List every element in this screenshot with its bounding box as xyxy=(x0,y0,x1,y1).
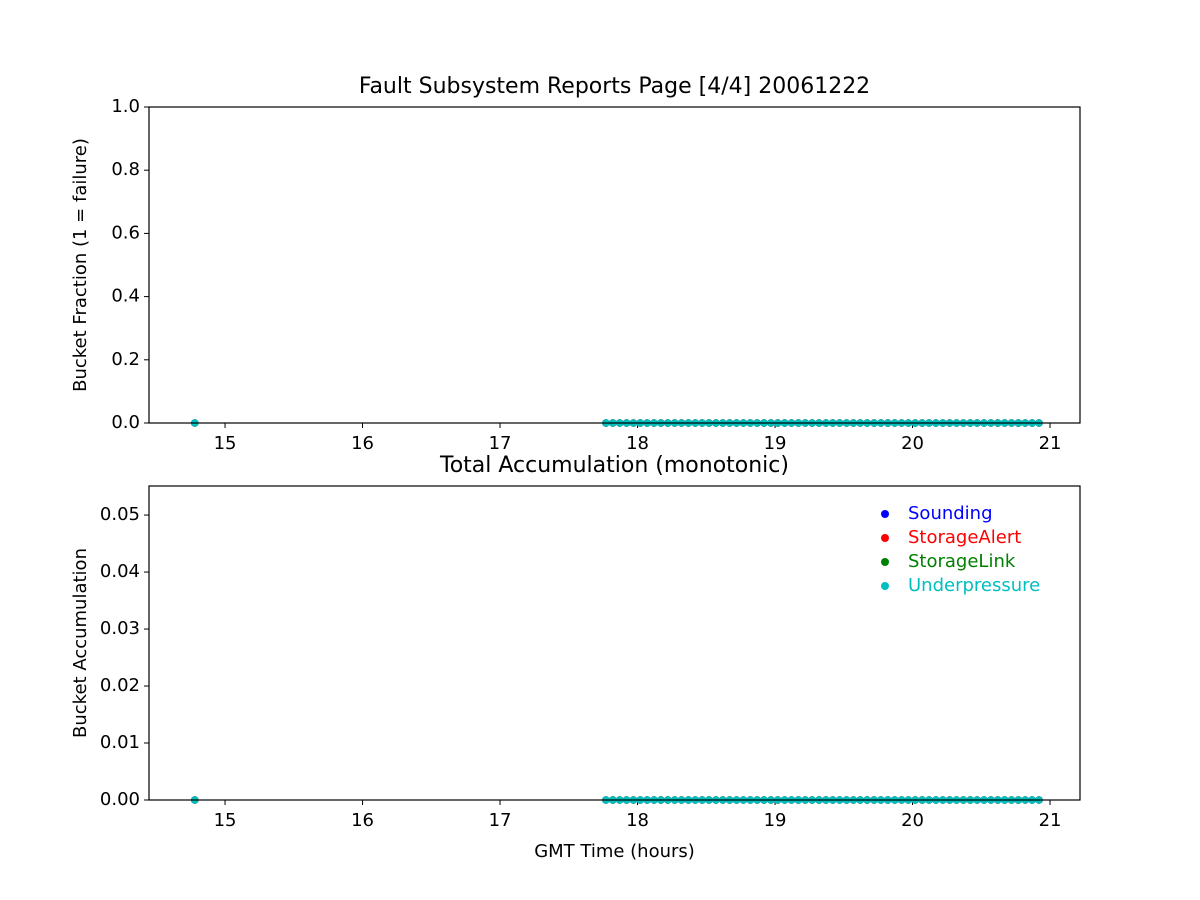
legend-marker xyxy=(881,534,889,542)
chart-title: Total Accumulation (monotonic) xyxy=(439,453,789,478)
legend-marker xyxy=(881,510,889,518)
x-tick-label: 18 xyxy=(626,810,649,831)
plot-frame xyxy=(148,106,1081,424)
x-tick-label: 20 xyxy=(901,810,924,831)
legend-label: Sounding xyxy=(908,503,993,524)
y-tick-label: 0.4 xyxy=(111,286,140,307)
x-tick-label: 15 xyxy=(214,433,237,454)
x-tick-label: 16 xyxy=(351,810,374,831)
x-tick-label: 17 xyxy=(489,810,512,831)
y-tick-label: 0.01 xyxy=(100,732,140,753)
x-tick-label: 21 xyxy=(1039,433,1062,454)
y-tick-label: 0.05 xyxy=(100,504,140,525)
y-tick-label: 0.0 xyxy=(111,412,140,433)
x-tick-label: 19 xyxy=(764,433,787,454)
chart-title: Fault Subsystem Reports Page [4/4] 20061… xyxy=(359,74,870,99)
y-tick-label: 0.2 xyxy=(111,349,140,370)
y-tick-label: 0.00 xyxy=(100,789,140,810)
y-tick-label: 0.6 xyxy=(111,222,140,243)
legend-label: Underpressure xyxy=(908,575,1040,596)
legend-marker xyxy=(881,582,889,590)
x-tick-label: 18 xyxy=(626,433,649,454)
x-tick-label: 17 xyxy=(489,433,512,454)
x-tick-label: 15 xyxy=(214,810,237,831)
y-tick-label: 0.8 xyxy=(111,159,140,180)
legend-label: StorageAlert xyxy=(908,527,1021,548)
y-tick-label: 1.0 xyxy=(111,96,140,117)
legend-label: StorageLink xyxy=(908,551,1016,572)
x-tick-label: 21 xyxy=(1039,810,1062,831)
x-tick-label: 19 xyxy=(764,810,787,831)
y-axis-label: Bucket Accumulation xyxy=(70,548,91,738)
y-tick-label: 0.04 xyxy=(100,561,140,582)
x-axis-label: GMT Time (hours) xyxy=(534,841,695,862)
x-tick-label: 16 xyxy=(351,433,374,454)
x-tick-label: 20 xyxy=(901,433,924,454)
plot-frame xyxy=(148,485,1081,801)
y-axis-label: Bucket Fraction (1 = failure) xyxy=(70,138,91,392)
y-tick-label: 0.02 xyxy=(100,675,140,696)
y-tick-label: 0.03 xyxy=(100,618,140,639)
legend-marker xyxy=(881,558,889,566)
